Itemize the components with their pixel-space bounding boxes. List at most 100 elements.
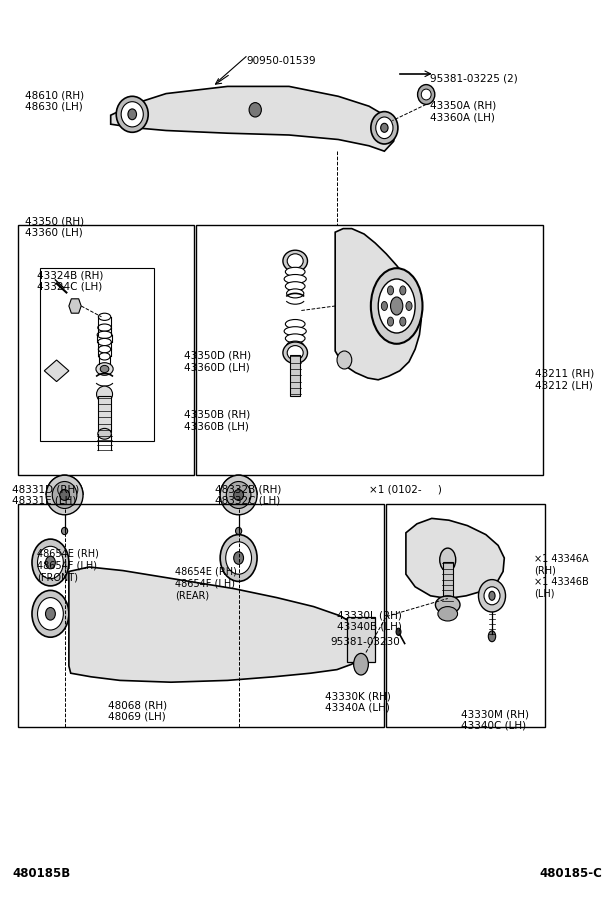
Ellipse shape bbox=[489, 591, 495, 600]
Ellipse shape bbox=[46, 475, 83, 515]
Ellipse shape bbox=[38, 598, 63, 630]
Ellipse shape bbox=[234, 490, 244, 500]
Ellipse shape bbox=[488, 631, 496, 642]
Ellipse shape bbox=[387, 317, 394, 326]
Ellipse shape bbox=[97, 386, 113, 402]
Ellipse shape bbox=[435, 596, 460, 614]
Bar bbox=[18, 504, 384, 727]
Ellipse shape bbox=[381, 302, 387, 310]
Ellipse shape bbox=[46, 608, 55, 620]
Ellipse shape bbox=[400, 286, 406, 295]
Ellipse shape bbox=[337, 351, 352, 369]
Text: 95381-03230: 95381-03230 bbox=[331, 637, 400, 647]
Ellipse shape bbox=[287, 254, 303, 268]
Ellipse shape bbox=[400, 317, 406, 326]
Ellipse shape bbox=[46, 556, 55, 569]
Text: 43350D (RH)
43360D (LH): 43350D (RH) 43360D (LH) bbox=[184, 351, 252, 373]
Bar bbox=[98, 396, 111, 432]
Text: 480185-C: 480185-C bbox=[540, 868, 603, 880]
Bar bbox=[386, 504, 545, 727]
Polygon shape bbox=[111, 86, 397, 151]
Polygon shape bbox=[69, 299, 81, 313]
Ellipse shape bbox=[376, 117, 393, 139]
Ellipse shape bbox=[32, 590, 69, 637]
Ellipse shape bbox=[406, 302, 412, 310]
Ellipse shape bbox=[100, 365, 109, 373]
Ellipse shape bbox=[236, 527, 242, 535]
Ellipse shape bbox=[391, 297, 403, 315]
Bar bbox=[290, 355, 300, 396]
Text: ×1 43346A
(RH)
×1 43346B
(LH): ×1 43346A (RH) ×1 43346B (LH) bbox=[534, 554, 589, 598]
Ellipse shape bbox=[98, 313, 111, 320]
Ellipse shape bbox=[121, 102, 143, 127]
Ellipse shape bbox=[98, 324, 111, 331]
Ellipse shape bbox=[285, 334, 305, 343]
Ellipse shape bbox=[440, 548, 456, 572]
Text: 43350A (RH)
43360A (LH): 43350A (RH) 43360A (LH) bbox=[430, 101, 497, 122]
Text: 43330L (RH)
43340B (LH): 43330L (RH) 43340B (LH) bbox=[337, 610, 402, 632]
Ellipse shape bbox=[128, 109, 137, 120]
Bar bbox=[18, 225, 194, 475]
Ellipse shape bbox=[116, 96, 148, 132]
Ellipse shape bbox=[98, 428, 111, 439]
Ellipse shape bbox=[285, 282, 305, 291]
Ellipse shape bbox=[234, 552, 244, 564]
Polygon shape bbox=[44, 360, 69, 382]
Text: 90950-01539: 90950-01539 bbox=[246, 56, 315, 66]
Ellipse shape bbox=[418, 85, 435, 104]
Ellipse shape bbox=[285, 320, 305, 328]
Polygon shape bbox=[406, 518, 504, 598]
Text: 48610 (RH)
48630 (LH): 48610 (RH) 48630 (LH) bbox=[25, 90, 84, 112]
Polygon shape bbox=[335, 229, 421, 380]
Text: 43330M (RH)
43340C (LH): 43330M (RH) 43340C (LH) bbox=[461, 709, 530, 731]
Ellipse shape bbox=[287, 346, 303, 360]
Ellipse shape bbox=[220, 535, 257, 581]
Ellipse shape bbox=[387, 286, 394, 295]
Ellipse shape bbox=[378, 279, 415, 333]
Bar bbox=[443, 562, 453, 603]
Ellipse shape bbox=[52, 482, 77, 508]
Ellipse shape bbox=[287, 289, 304, 298]
Text: 48332B (RH)
48332C (LH): 48332B (RH) 48332C (LH) bbox=[215, 484, 282, 506]
Ellipse shape bbox=[396, 628, 401, 635]
Ellipse shape bbox=[226, 542, 252, 574]
Text: 48068 (RH)
48069 (LH): 48068 (RH) 48069 (LH) bbox=[108, 700, 167, 722]
Text: 43350B (RH)
43360B (LH): 43350B (RH) 43360B (LH) bbox=[184, 410, 251, 431]
Bar bbox=[40, 268, 154, 441]
Ellipse shape bbox=[96, 363, 113, 375]
Text: 48654E (RH)
48654F (LH)
(REAR): 48654E (RH) 48654F (LH) (REAR) bbox=[175, 567, 237, 600]
Ellipse shape bbox=[371, 112, 398, 144]
Ellipse shape bbox=[97, 331, 112, 338]
Ellipse shape bbox=[285, 267, 305, 276]
Text: 95381-03225 (2): 95381-03225 (2) bbox=[430, 74, 518, 84]
Ellipse shape bbox=[283, 342, 308, 364]
Ellipse shape bbox=[98, 338, 111, 346]
Text: 43330K (RH)
43340A (LH): 43330K (RH) 43340A (LH) bbox=[325, 691, 391, 713]
Ellipse shape bbox=[249, 103, 261, 117]
Ellipse shape bbox=[438, 607, 458, 621]
Text: 48331D (RH)
48331E (LH): 48331D (RH) 48331E (LH) bbox=[12, 484, 79, 506]
Text: ×1 (0102-     ): ×1 (0102- ) bbox=[369, 484, 442, 494]
Ellipse shape bbox=[284, 274, 306, 284]
Ellipse shape bbox=[32, 539, 69, 586]
Ellipse shape bbox=[283, 250, 308, 272]
Ellipse shape bbox=[421, 89, 431, 100]
Text: 48654E (RH)
48654F (LH)
(FRONT): 48654E (RH) 48654F (LH) (FRONT) bbox=[37, 549, 99, 582]
Ellipse shape bbox=[371, 268, 423, 344]
Text: 480185B: 480185B bbox=[12, 868, 71, 880]
Ellipse shape bbox=[354, 653, 368, 675]
Text: 43211 (RH)
43212 (LH): 43211 (RH) 43212 (LH) bbox=[535, 369, 594, 391]
Polygon shape bbox=[69, 567, 366, 682]
Ellipse shape bbox=[478, 580, 506, 612]
Ellipse shape bbox=[38, 546, 63, 579]
Ellipse shape bbox=[381, 123, 388, 132]
Ellipse shape bbox=[99, 353, 110, 360]
Ellipse shape bbox=[98, 346, 111, 353]
Ellipse shape bbox=[484, 587, 500, 605]
Ellipse shape bbox=[220, 475, 257, 515]
Ellipse shape bbox=[287, 341, 304, 350]
Ellipse shape bbox=[226, 482, 251, 508]
Ellipse shape bbox=[62, 527, 68, 535]
Ellipse shape bbox=[60, 490, 69, 500]
Ellipse shape bbox=[284, 327, 306, 336]
